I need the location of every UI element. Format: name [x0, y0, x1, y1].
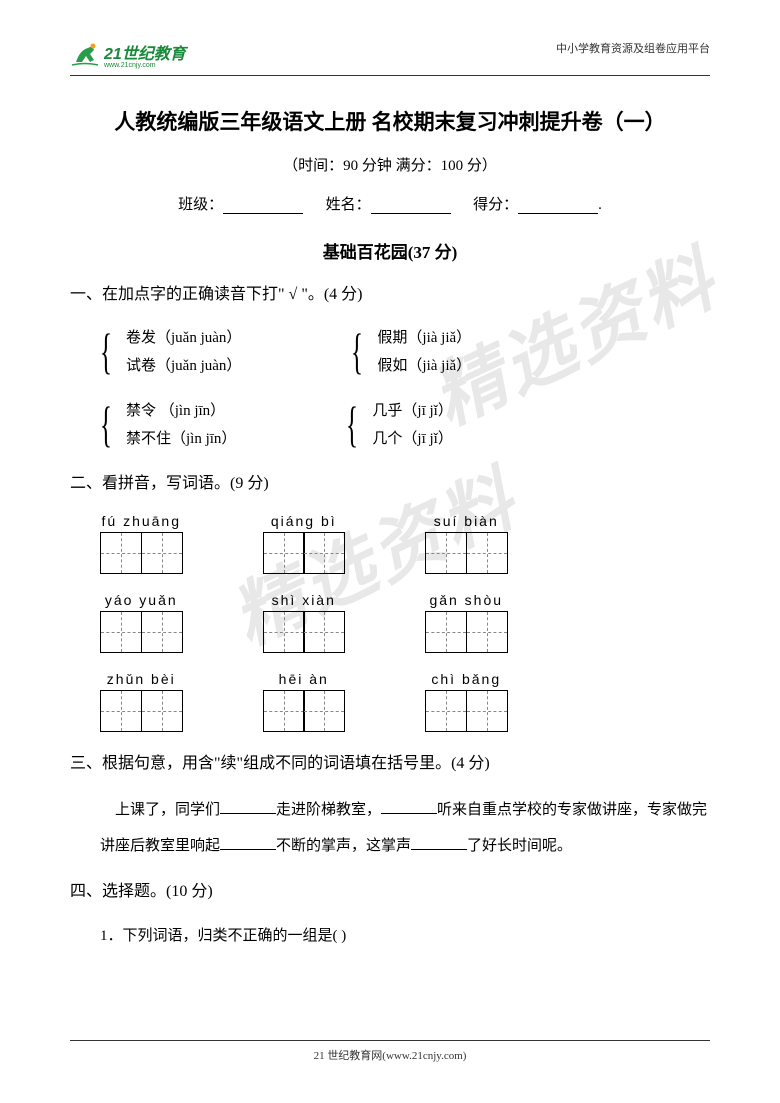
char-box[interactable] [263, 532, 305, 574]
q1-group: { 假期（jià jiǎ） 假如（jià jiǎ） [351, 324, 471, 381]
grid-item: zhǔn bèi [100, 671, 183, 732]
char-box[interactable] [141, 690, 183, 732]
logo: 21世纪教育 www.21cnjy.com [70, 40, 186, 69]
subtitle-part: （时间： [283, 158, 343, 174]
page-title: 人教统编版三年级语文上册 名校期末复习冲刺提升卷（一） [70, 106, 710, 136]
subtitle-time: 90 分钟 [343, 158, 392, 174]
q1-item: 假期（jià jiǎ） [377, 324, 471, 353]
pinyin-label: fú zhuāng [100, 513, 183, 529]
q1-group: { 几乎（jī jǐ） 几个（jī jǐ） [346, 397, 452, 454]
period: . [598, 197, 602, 213]
char-box[interactable] [466, 690, 508, 732]
pinyin-label: shì xiàn [263, 592, 346, 608]
score-blank[interactable] [518, 196, 598, 214]
grid-item: hēi àn [263, 671, 346, 732]
grid-item: fú zhuāng [100, 513, 183, 574]
q3-text: 了好长时间呢。 [467, 838, 572, 854]
char-box[interactable] [303, 690, 345, 732]
q1-item: 几个（jī jǐ） [372, 425, 452, 454]
subtitle-part: 满分： [392, 158, 441, 174]
q3-paragraph: 上课了，同学们走进阶梯教室，听来自重点学校的专家做讲座，专家做完讲座后教室里响起… [100, 792, 710, 864]
grid-item: shì xiàn [263, 592, 346, 653]
grid-item: chì bǎng [425, 671, 508, 732]
logo-text: 21世纪教育 [104, 46, 186, 63]
q1-item: 禁令 （jìn jīn） [126, 397, 236, 426]
fill-blank[interactable] [220, 834, 276, 850]
q1-item: 几乎（jī jǐ） [372, 397, 452, 426]
q1-item: 试卷（juǎn juàn） [126, 352, 241, 381]
score-label: 得分： [473, 197, 518, 213]
pinyin-label: suí biàn [425, 513, 508, 529]
q1-item: 卷发（juǎn juàn） [126, 324, 241, 353]
logo-url: www.21cnjy.com [104, 62, 186, 69]
q1-head: 一、在加点字的正确读音下打" √ "。(4 分) [70, 281, 710, 310]
q1-row1: { 卷发（juǎn juàn） 试卷（juǎn juàn） { 假期（jià j… [100, 324, 710, 381]
q4-head: 四、选择题。(10 分) [70, 878, 710, 907]
fill-blank[interactable] [411, 834, 467, 850]
subtitle-score: 100 分 [441, 158, 482, 174]
char-box[interactable] [303, 611, 345, 653]
q4-sub1: 1．下列词语，归类不正确的一组是( ) [100, 921, 710, 951]
pinyin-label: hēi àn [263, 671, 346, 687]
page-footer: 21 世纪教育网(www.21cnjy.com) [70, 1040, 710, 1063]
subtitle-part: ） [482, 158, 497, 174]
char-box[interactable] [100, 690, 142, 732]
grid-row: yáo yuǎn shì xiàn gǎn shòu [100, 592, 710, 653]
grid-item: suí biàn [425, 513, 508, 574]
pinyin-label: chì bǎng [425, 671, 508, 687]
fill-blank[interactable] [381, 798, 437, 814]
brace-icon: { [100, 324, 112, 381]
runner-icon [70, 42, 100, 68]
grid-row: fú zhuāng qiáng bì suí biàn [100, 513, 710, 574]
q3-text: 上课了，同学们 [115, 802, 220, 818]
char-box[interactable] [100, 611, 142, 653]
subtitle: （时间：90 分钟 满分：100 分） [70, 154, 710, 175]
page-header: 21世纪教育 www.21cnjy.com 中小学教育资源及组卷应用平台 [70, 40, 710, 76]
class-label: 班级： [178, 197, 223, 213]
char-box[interactable] [100, 532, 142, 574]
page-content: 21世纪教育 www.21cnjy.com 中小学教育资源及组卷应用平台 人教统… [0, 0, 780, 951]
q2-head: 二、看拼音，写词语。(9 分) [70, 470, 710, 499]
brace-icon: { [351, 324, 363, 381]
pinyin-label: zhǔn bèi [100, 671, 183, 687]
pinyin-label: qiáng bì [263, 513, 346, 529]
grid-row: zhǔn bèi hēi àn chì bǎng [100, 671, 710, 732]
q1-group: { 卷发（juǎn juàn） 试卷（juǎn juàn） [100, 324, 241, 381]
char-box[interactable] [141, 611, 183, 653]
q3-text: 走进阶梯教室， [276, 802, 381, 818]
name-blank[interactable] [371, 196, 451, 214]
char-box[interactable] [425, 611, 467, 653]
brace-icon: { [346, 397, 358, 454]
char-box[interactable] [466, 532, 508, 574]
char-box[interactable] [303, 532, 345, 574]
grid-item: qiáng bì [263, 513, 346, 574]
q1-row2: { 禁令 （jìn jīn） 禁不住（jìn jīn） { 几乎（jī jǐ） … [100, 397, 710, 454]
q1-item: 禁不住（jìn jīn） [126, 425, 236, 454]
header-right-text: 中小学教育资源及组卷应用平台 [556, 40, 710, 56]
q2-grid: fú zhuāng qiáng bì suí biàn yáo yuǎn shì… [100, 513, 710, 732]
grid-item: gǎn shòu [425, 592, 508, 653]
char-box[interactable] [141, 532, 183, 574]
char-box[interactable] [263, 611, 305, 653]
char-box[interactable] [425, 690, 467, 732]
q1-group: { 禁令 （jìn jīn） 禁不住（jìn jīn） [100, 397, 236, 454]
brace-icon: { [100, 397, 112, 454]
section-title: 基础百花园(37 分) [70, 238, 710, 263]
char-box[interactable] [466, 611, 508, 653]
grid-item: yáo yuǎn [100, 592, 183, 653]
q3-head: 三、根据句意，用含"续"组成不同的词语填在括号里。(4 分) [70, 750, 710, 779]
q3-text: 不断的掌声，这掌声 [276, 838, 411, 854]
name-label: 姓名： [326, 197, 371, 213]
info-line: 班级： 姓名： 得分：. [70, 193, 710, 214]
q1-item: 假如（jià jiǎ） [377, 352, 471, 381]
char-box[interactable] [425, 532, 467, 574]
class-blank[interactable] [223, 196, 303, 214]
pinyin-label: yáo yuǎn [100, 592, 183, 608]
fill-blank[interactable] [220, 798, 276, 814]
char-box[interactable] [263, 690, 305, 732]
pinyin-label: gǎn shòu [425, 592, 508, 608]
